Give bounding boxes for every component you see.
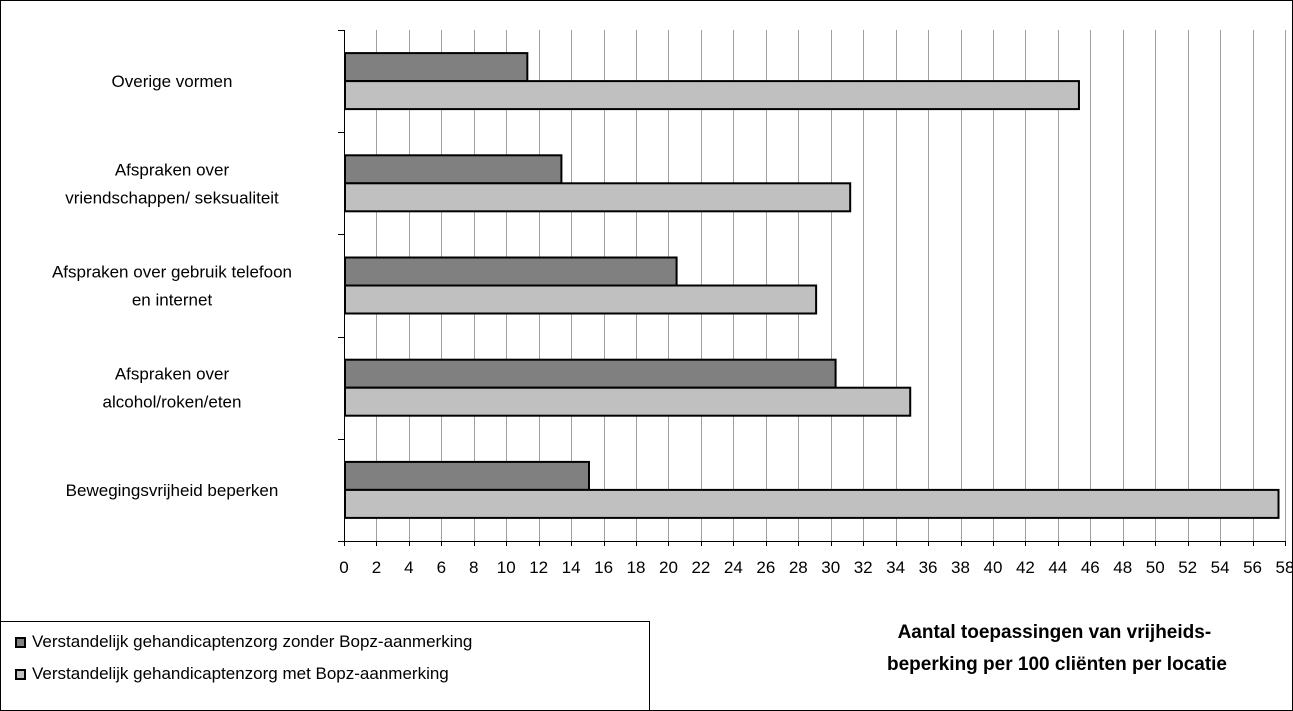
- category-label: Afspraken over gebruik telefoon en intern…: [52, 263, 292, 310]
- x-tick-label: 0: [339, 558, 348, 577]
- category-label: Bewegingsvrijheid beperken: [66, 481, 279, 500]
- legend-swatch-met: [15, 668, 26, 680]
- bar-met-bopz: [344, 488, 1280, 519]
- legend-item-met: Verstandelijk gehandicaptenzorg met Bopz…: [15, 664, 449, 684]
- x-tick-label: 58: [1276, 558, 1293, 577]
- x-tick-label: 24: [724, 558, 743, 577]
- x-tick-label: 14: [562, 558, 581, 577]
- legend-label-zonder: Verstandelijk gehandicaptenzorg zonder B…: [32, 632, 473, 651]
- legend-item-zonder: Verstandelijk gehandicaptenzorg zonder B…: [15, 632, 472, 652]
- bar-zonder-bopz: [344, 358, 837, 389]
- x-tick-label: 2: [372, 558, 381, 577]
- bar-met-bopz: [344, 80, 1080, 111]
- x-tick-label: 26: [756, 558, 775, 577]
- category-label: Afspraken over vriendschappen/ seksualite…: [65, 160, 279, 207]
- x-tick-label: 16: [594, 558, 613, 577]
- x-axis-label-line-1: Aantal toepassingen van vrijheids-: [898, 622, 1212, 643]
- legend-swatch-zonder: [15, 636, 26, 648]
- x-tick-label: 52: [1178, 558, 1197, 577]
- x-tick-label: 38: [951, 558, 970, 577]
- x-tick-label: 48: [1113, 558, 1132, 577]
- x-tick-label: 56: [1243, 558, 1262, 577]
- x-tick-label: 46: [1081, 558, 1100, 577]
- bar-met-bopz: [344, 386, 912, 417]
- x-tick-label: 30: [821, 558, 840, 577]
- x-tick-label: 32: [854, 558, 873, 577]
- x-axis-label: Aantal toepassingen van vrijheids- beper…: [887, 622, 1227, 675]
- x-axis-label-line-2: beperking per 100 cliënten per locatie: [887, 654, 1227, 675]
- x-tick-label: 10: [497, 558, 516, 577]
- legend-label-met: Verstandelijk gehandicaptenzorg met Bopz…: [32, 664, 449, 683]
- x-tick-label: 12: [529, 558, 548, 577]
- bar-zonder-bopz: [344, 460, 590, 491]
- x-tick-label: 42: [1016, 558, 1035, 577]
- x-tick-label: 40: [984, 558, 1003, 577]
- category-labels: Overige vormen Afspraken over vriendschapp…: [52, 72, 292, 500]
- category-label: Overige vormen: [112, 72, 233, 91]
- x-tick-label: 34: [886, 558, 905, 577]
- x-tick-label: 18: [627, 558, 646, 577]
- x-tick-labels: 0 2 4 6 8 10 12 14 16 18 20 22 24 26 28 30 32 34 36 38 40 42 4…: [339, 558, 1293, 577]
- x-tick-label: 4: [404, 558, 413, 577]
- x-tick-label: 50: [1146, 558, 1165, 577]
- x-tick-label: 36: [919, 558, 938, 577]
- category-label: Afspraken over alcohol/roken/eten: [103, 365, 242, 412]
- legend: Verstandelijk gehandicaptenzorg zonder B…: [0, 621, 650, 711]
- x-tick-label: 22: [691, 558, 710, 577]
- bar-met-bopz: [344, 182, 852, 213]
- bar-zonder-bopz: [344, 154, 563, 185]
- x-tick-label: 44: [1048, 558, 1067, 577]
- x-tick-label: 6: [437, 558, 446, 577]
- x-tick-label: 28: [789, 558, 808, 577]
- bar-zonder-bopz: [344, 52, 529, 83]
- x-tick-label: 8: [469, 558, 478, 577]
- axes: [338, 30, 1286, 546]
- bar-met-bopz: [344, 284, 818, 315]
- bars: [344, 52, 1280, 519]
- x-tick-label: 20: [659, 558, 678, 577]
- bar-zonder-bopz: [344, 256, 678, 287]
- x-tick-label: 54: [1211, 558, 1230, 577]
